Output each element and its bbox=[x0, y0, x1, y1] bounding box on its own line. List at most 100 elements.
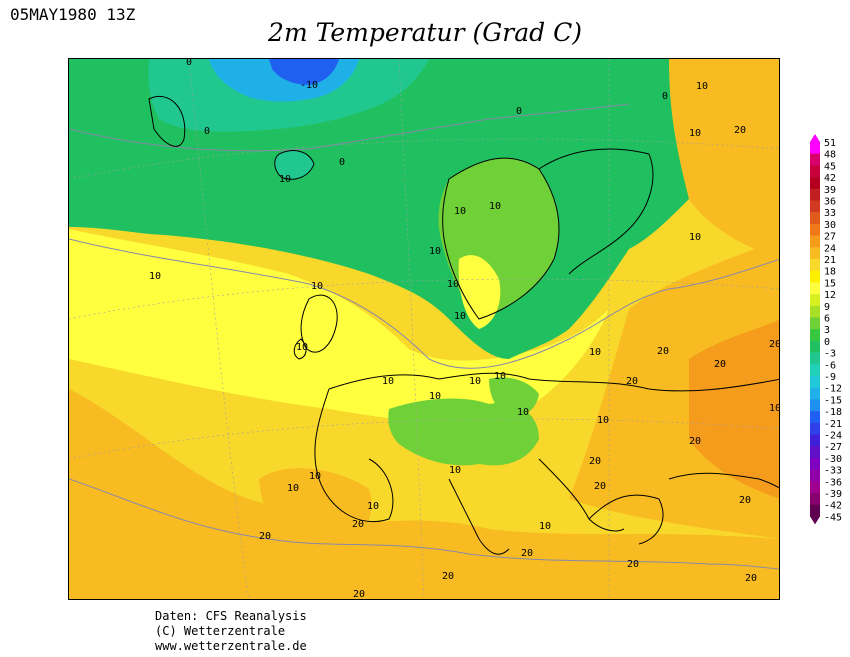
label-20-m: 20 bbox=[442, 571, 454, 582]
legend-tick-label: -9 bbox=[824, 372, 836, 383]
credit-data-source: Daten: CFS Reanalysis bbox=[155, 609, 307, 623]
legend-tick-label: -36 bbox=[824, 477, 842, 488]
legend-tick-label: 6 bbox=[824, 314, 830, 325]
legend-tick-label: -45 bbox=[824, 512, 842, 523]
label-10-y: 10 bbox=[769, 403, 780, 414]
label-10-w: 10 bbox=[287, 483, 299, 494]
legend-swatch bbox=[810, 247, 820, 260]
legend-swatch bbox=[810, 457, 820, 470]
legend-tick-label: 39 bbox=[824, 185, 836, 196]
label-20-n: 20 bbox=[353, 589, 365, 600]
label-10-o: 10 bbox=[469, 376, 481, 387]
legend-tick-label: -39 bbox=[824, 489, 842, 500]
label-0-b: 0 bbox=[204, 126, 210, 137]
label-10-d: 10 bbox=[279, 174, 291, 185]
label-0-a: 0 bbox=[186, 59, 192, 68]
temperature-map[interactable]: -10 0 0 0 0 0 10 10 10 10 10 10 10 10 10… bbox=[68, 58, 780, 600]
legend-tick-label: -6 bbox=[824, 360, 836, 371]
legend-swatch bbox=[810, 317, 820, 330]
legend-swatch bbox=[810, 142, 820, 154]
label-0-e: 0 bbox=[662, 91, 668, 102]
label-20-d: 20 bbox=[769, 339, 780, 350]
label-10-r: 10 bbox=[589, 347, 601, 358]
legend-svg: 51484542393633302724211815129630-3-6-9-1… bbox=[810, 134, 842, 525]
label-20-h: 20 bbox=[594, 481, 606, 492]
legend-tick-label: -21 bbox=[824, 419, 842, 430]
temp-zone-africa bbox=[249, 520, 779, 599]
graticule bbox=[69, 59, 779, 599]
credit-website: www.wetterzentrale.de bbox=[155, 639, 307, 653]
color-legend: 51 48 45 42 39 36 33 30 27 24 21 18 15 12 9 6 3 0 -3 -6 -9 -1… bbox=[808, 134, 850, 528]
label-10-b: 10 bbox=[689, 128, 701, 139]
legend-swatch bbox=[810, 446, 820, 459]
legend-swatch bbox=[810, 212, 820, 225]
legend-tick-label: 45 bbox=[824, 161, 836, 172]
label-20-l: 20 bbox=[627, 559, 639, 570]
legend-tick-label: -24 bbox=[824, 431, 842, 442]
legend-swatch bbox=[810, 387, 820, 400]
temp-zone-iceland bbox=[274, 150, 314, 180]
label-10-g: 10 bbox=[454, 206, 466, 217]
legend-swatch bbox=[810, 282, 820, 295]
legend-tick-label: -30 bbox=[824, 454, 842, 465]
legend-tick-label: 9 bbox=[824, 302, 830, 313]
legend-swatch bbox=[810, 399, 820, 412]
temp-zone-northeast bbox=[669, 59, 779, 259]
label-20-j: 20 bbox=[259, 531, 271, 542]
timestamp: 05MAY1980 13Z bbox=[10, 5, 136, 24]
label-20-b: 20 bbox=[657, 346, 669, 357]
label-10-v: 10 bbox=[309, 471, 321, 482]
legend-swatch bbox=[810, 153, 820, 166]
legend-tick-label: 30 bbox=[824, 220, 836, 231]
legend-swatch bbox=[810, 235, 820, 248]
legend-swatch bbox=[810, 493, 820, 505]
legend-swatch bbox=[810, 329, 820, 342]
label-10-u: 10 bbox=[367, 501, 379, 512]
legend-tick-label: -33 bbox=[824, 466, 842, 477]
temp-zone-arctic-coldest bbox=[269, 59, 339, 85]
legend-tick-label: 0 bbox=[824, 337, 830, 348]
label-10-l: 10 bbox=[296, 342, 308, 353]
legend-swatch bbox=[810, 223, 820, 236]
temp-zone-east-hot bbox=[689, 319, 779, 499]
label-minus10: -10 bbox=[300, 80, 318, 91]
label-20-i: 20 bbox=[352, 519, 364, 530]
label-10-j: 10 bbox=[447, 279, 459, 290]
legend-swatch bbox=[810, 270, 820, 283]
legend-tick-label: -3 bbox=[824, 349, 836, 360]
label-10-s: 10 bbox=[597, 415, 609, 426]
legend-tick-label: 21 bbox=[824, 255, 836, 266]
credit-copyright: (C) Wetterzentrale bbox=[155, 624, 286, 638]
label-10-x: 10 bbox=[539, 521, 551, 532]
legend-swatch bbox=[810, 376, 820, 388]
legend-swatch bbox=[810, 305, 820, 318]
isotherm-0 bbox=[69, 103, 630, 152]
legend-swatch bbox=[810, 165, 820, 178]
legend-swatch bbox=[810, 469, 820, 482]
label-10-n: 10 bbox=[429, 391, 441, 402]
legend-tick-label: 3 bbox=[824, 325, 830, 336]
map-title: 2m Temperatur (Grad C) bbox=[268, 18, 582, 47]
legend-tick-label: 15 bbox=[824, 278, 836, 289]
legend-tick-label: 48 bbox=[824, 150, 836, 161]
map-canvas: -10 0 0 0 0 0 10 10 10 10 10 10 10 10 10… bbox=[69, 59, 780, 600]
legend-tick-label: 27 bbox=[824, 232, 836, 243]
legend-tick-label: 24 bbox=[824, 243, 836, 254]
label-20-c: 20 bbox=[714, 359, 726, 370]
label-10-m: 10 bbox=[382, 376, 394, 387]
legend-tick-label: 18 bbox=[824, 267, 836, 278]
label-10-t: 10 bbox=[449, 465, 461, 476]
legend-tick-label: -12 bbox=[824, 384, 842, 395]
legend-swatch bbox=[810, 422, 820, 435]
coastlines bbox=[148, 95, 779, 555]
legend-arrow-top bbox=[810, 134, 820, 142]
legend-tick-label: -18 bbox=[824, 407, 842, 418]
temp-zone-iberia bbox=[259, 468, 372, 559]
label-10-q: 10 bbox=[517, 407, 529, 418]
legend-swatch bbox=[810, 177, 820, 190]
legend-tick-label: 51 bbox=[824, 138, 836, 149]
legend-tick-label: 42 bbox=[824, 173, 836, 184]
legend-arrow-bottom bbox=[810, 516, 820, 525]
label-20-a: 20 bbox=[734, 125, 746, 136]
label-20-e: 20 bbox=[626, 376, 638, 387]
